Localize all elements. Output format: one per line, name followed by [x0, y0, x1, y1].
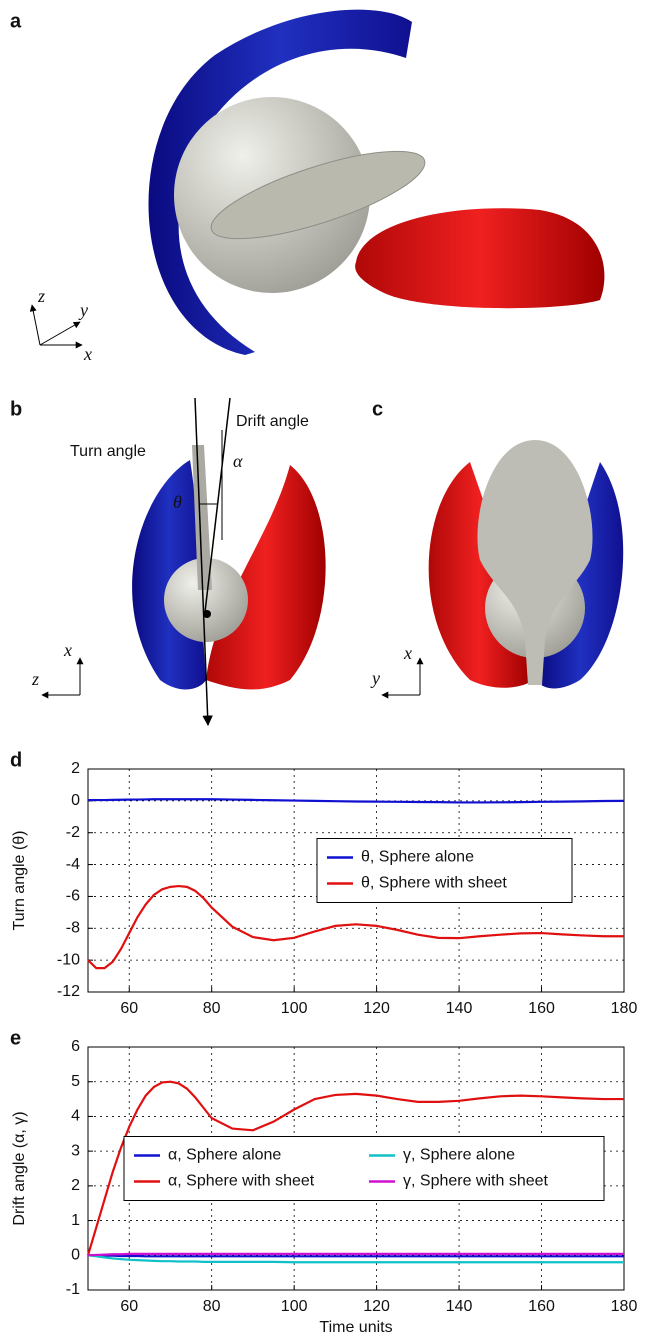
annotation: Turn angle [70, 443, 146, 460]
x-tick-label: 160 [528, 1298, 555, 1315]
annotation: α [233, 451, 243, 471]
axis-name: x [83, 344, 92, 364]
legend-label: γ, Sphere alone [403, 1147, 515, 1164]
series-line [88, 798, 625, 804]
series-line [86, 1080, 624, 1256]
x-tick-label: 180 [611, 1000, 638, 1017]
legend-label: α, Sphere with sheet [168, 1173, 315, 1190]
x-tick-label: 100 [281, 1298, 308, 1315]
y-tick-label: -6 [66, 888, 80, 905]
y-tick-label: 2 [71, 760, 80, 777]
panel-label: a [10, 10, 22, 32]
panel-c: c x y [370, 398, 624, 699]
x-tick-label: 120 [363, 1298, 390, 1315]
y-tick-label: 5 [71, 1073, 80, 1090]
x-tick-label: 140 [446, 1000, 473, 1017]
legend-box [123, 1136, 605, 1201]
x-tick-label: 80 [203, 1298, 221, 1315]
series-line [87, 1254, 624, 1264]
panel-label: d [10, 749, 22, 771]
y-tick-label: -4 [66, 856, 80, 873]
blue-vortex [148, 9, 412, 355]
x-tick-label: 80 [203, 1000, 221, 1017]
y-tick-label: -8 [66, 920, 80, 937]
panel-label: b [10, 398, 22, 420]
panel-label: e [10, 1027, 21, 1049]
y-tick-label: 6 [71, 1038, 80, 1055]
chart: e -1 0 1 2 3 4 5 6 60 80 100 120 140 160 180 Drift angle… [10, 1027, 637, 1336]
y-tick-label: 1 [71, 1212, 80, 1229]
annotation: θ [173, 492, 182, 512]
y-axis-label: Turn angle (θ) [11, 831, 28, 931]
chart: d -12 -10 -8 -6 -4 -2 0 2 60 80 100 120 140 160 180 Turn… [10, 749, 637, 1017]
axis-name: x [63, 640, 72, 660]
axis-name: y [370, 668, 380, 688]
annotation: Drift angle [236, 413, 309, 430]
axis-name: y [78, 300, 88, 320]
x-tick-label: 120 [363, 1000, 390, 1017]
y-tick-label: -10 [57, 951, 80, 968]
panel-b: b Drift angle Turn angle α θ x z [10, 397, 326, 727]
y-tick-label: 4 [71, 1108, 80, 1125]
y-axis-label: Drift angle (α, γ) [11, 1111, 28, 1225]
y-tick-label: -12 [57, 983, 80, 1000]
x-axis-label: Time units [319, 1319, 392, 1336]
panel-label: c [372, 398, 383, 420]
x-tick-label: 140 [446, 1298, 473, 1315]
legend-label: θ, Sphere with sheet [361, 875, 507, 892]
series-line [87, 1252, 624, 1257]
series-line [87, 884, 624, 970]
x-tick-label: 180 [611, 1298, 638, 1315]
panel-a: a z y x [10, 9, 605, 364]
y-tick-label: 3 [71, 1142, 80, 1159]
x-tick-label: 60 [120, 1000, 138, 1017]
series-line [88, 1254, 624, 1258]
legend: α, Sphere alone α, Sphere with sheet γ, Sp… [123, 1136, 605, 1201]
y-tick-label: 2 [71, 1177, 80, 1194]
legend-label: α, Sphere alone [168, 1147, 281, 1164]
y-tick-label: -1 [66, 1281, 80, 1298]
axis-name: x [403, 643, 412, 663]
x-tick-label: 160 [528, 1000, 555, 1017]
y-tick-label: -2 [66, 824, 80, 841]
axis-name: z [31, 669, 39, 689]
legend-label: γ, Sphere with sheet [403, 1173, 549, 1190]
y-tick-label: 0 [71, 792, 80, 809]
sheet [210, 150, 426, 240]
y-tick-label: 0 [71, 1247, 80, 1264]
legend-label: θ, Sphere alone [361, 849, 474, 866]
x-tick-label: 100 [281, 1000, 308, 1017]
legend: θ, Sphere alone θ, Sphere with sheet [316, 838, 573, 903]
x-tick-label: 60 [120, 1298, 138, 1315]
legend-box [316, 838, 573, 903]
axis-name: z [37, 286, 45, 306]
red-vortex [355, 208, 605, 309]
